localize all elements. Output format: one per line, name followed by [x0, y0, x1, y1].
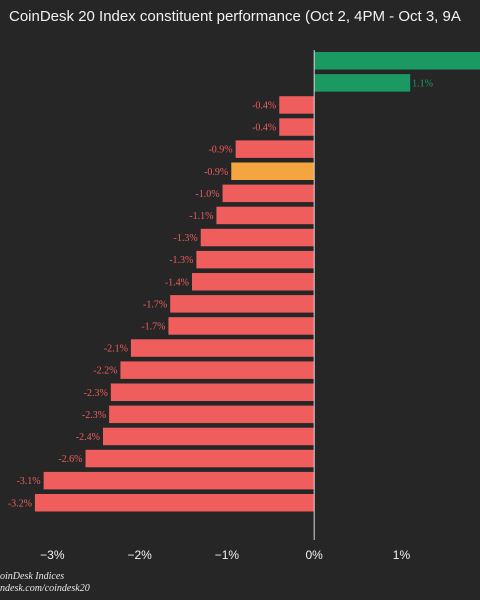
- source-credit: oinDesk Indices ndesk.com/coindesk20: [0, 571, 90, 595]
- bar: [109, 405, 315, 424]
- bar: [235, 140, 315, 158]
- bar: [170, 295, 315, 313]
- source-line-2: ndesk.com/coindesk20: [0, 583, 90, 594]
- bar-value-label: -1.0%: [195, 189, 219, 200]
- bar: [200, 228, 315, 247]
- bar: [216, 206, 315, 225]
- bar: [43, 471, 315, 490]
- x-axis-ticks: −3%−2%−1%0%1%2: [40, 548, 411, 562]
- bar: [85, 449, 315, 468]
- bar: [314, 52, 480, 70]
- bar: [192, 273, 315, 291]
- bar-value-label: 1.1%: [412, 78, 433, 89]
- bar-value-label: -1.3%: [169, 255, 193, 266]
- x-tick-label: −1%: [215, 548, 240, 562]
- bar: [196, 250, 315, 269]
- bar-value-label: -0.4%: [252, 100, 276, 111]
- x-tick-label: −3%: [40, 548, 65, 562]
- bar-value-label: -0.4%: [252, 123, 276, 134]
- bar: [168, 317, 315, 335]
- bar-value-label: -3.1%: [16, 476, 40, 487]
- bar-value-label: -0.9%: [204, 167, 228, 178]
- bar-value-label: -2.1%: [104, 344, 128, 355]
- bar: [130, 339, 315, 357]
- bars-layer: [34, 52, 480, 512]
- bar: [279, 96, 315, 114]
- bar-value-label: -1.7%: [143, 299, 167, 310]
- bar-value-label: -2.6%: [58, 454, 82, 465]
- bar-value-label: -1.1%: [189, 211, 213, 222]
- x-tick-label: 1%: [393, 548, 411, 562]
- bar: [314, 74, 411, 92]
- bar-value-label: -2.3%: [82, 410, 106, 421]
- bar-value-label: -2.2%: [93, 366, 117, 377]
- value-labels-layer: 1.1% -0.4% -0.4% -0.9% -0.9% -1.0% -1.1% -1.3% -…: [8, 78, 433, 509]
- bar: [120, 361, 315, 379]
- bar-value-label: -0.9%: [208, 145, 232, 156]
- bar-value-label: -1.3%: [174, 233, 198, 244]
- bar: [222, 184, 315, 203]
- bar-value-label: -3.2%: [8, 498, 32, 509]
- bar: [34, 494, 315, 512]
- bar: [110, 383, 315, 401]
- bar-value-label: -2.4%: [76, 432, 100, 443]
- bar: [231, 162, 315, 180]
- x-tick-label: 0%: [306, 548, 324, 562]
- bar-value-label: -1.4%: [165, 277, 189, 288]
- chart-title: CoinDesk 20 Index constituent performanc…: [9, 8, 461, 25]
- bar: [279, 118, 315, 136]
- x-tick-label: −2%: [127, 548, 152, 562]
- source-line-1: oinDesk Indices: [0, 571, 65, 582]
- bar-value-label: -1.7%: [141, 321, 165, 332]
- bar: [102, 427, 315, 446]
- bar-value-label: -2.3%: [84, 388, 108, 399]
